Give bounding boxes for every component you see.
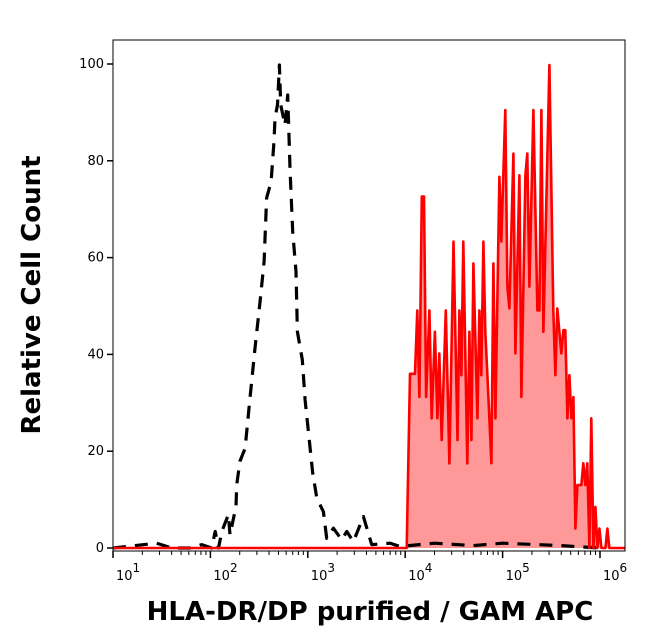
x-tick-exponent: 5 xyxy=(522,561,530,575)
x-tick-exponent: 4 xyxy=(425,561,433,575)
x-tick-base: 10 xyxy=(311,569,328,584)
y-tick-label: 40 xyxy=(87,347,104,362)
x-tick-label: 102 xyxy=(213,561,237,584)
stained-sample-line xyxy=(113,63,625,550)
x-tick-label: 101 xyxy=(116,561,140,584)
y-tick-label: 0 xyxy=(96,541,104,556)
red-histogram-fill xyxy=(113,65,625,548)
x-tick-base: 10 xyxy=(116,569,133,584)
x-axis-title: HLA-DR/DP purified / GAM APC xyxy=(147,597,594,627)
x-tick-exponent: 2 xyxy=(230,561,238,575)
y-tick-label: 20 xyxy=(87,444,104,459)
x-tick-exponent: 1 xyxy=(133,561,141,575)
x-tick-base: 10 xyxy=(603,569,620,584)
x-tick-base: 10 xyxy=(213,569,230,584)
y-axis-title: Relative Cell Count xyxy=(17,155,47,434)
y-tick-label: 80 xyxy=(87,154,104,169)
x-tick-base: 10 xyxy=(408,569,425,584)
series-layer xyxy=(112,63,625,550)
x-tick-exponent: 3 xyxy=(327,561,335,575)
y-tick-label: 100 xyxy=(79,57,104,72)
x-tick-label: 106 xyxy=(603,561,627,584)
x-tick-label: 104 xyxy=(408,561,432,584)
x-tick-label: 103 xyxy=(311,561,335,584)
y-tick-label: 60 xyxy=(87,251,104,266)
x-tick-exponent: 6 xyxy=(620,561,628,575)
isotype-control-dashed-line xyxy=(112,63,601,550)
plot-frame xyxy=(112,39,626,552)
x-tick-label: 105 xyxy=(506,561,530,584)
x-tick-base: 10 xyxy=(506,569,523,584)
